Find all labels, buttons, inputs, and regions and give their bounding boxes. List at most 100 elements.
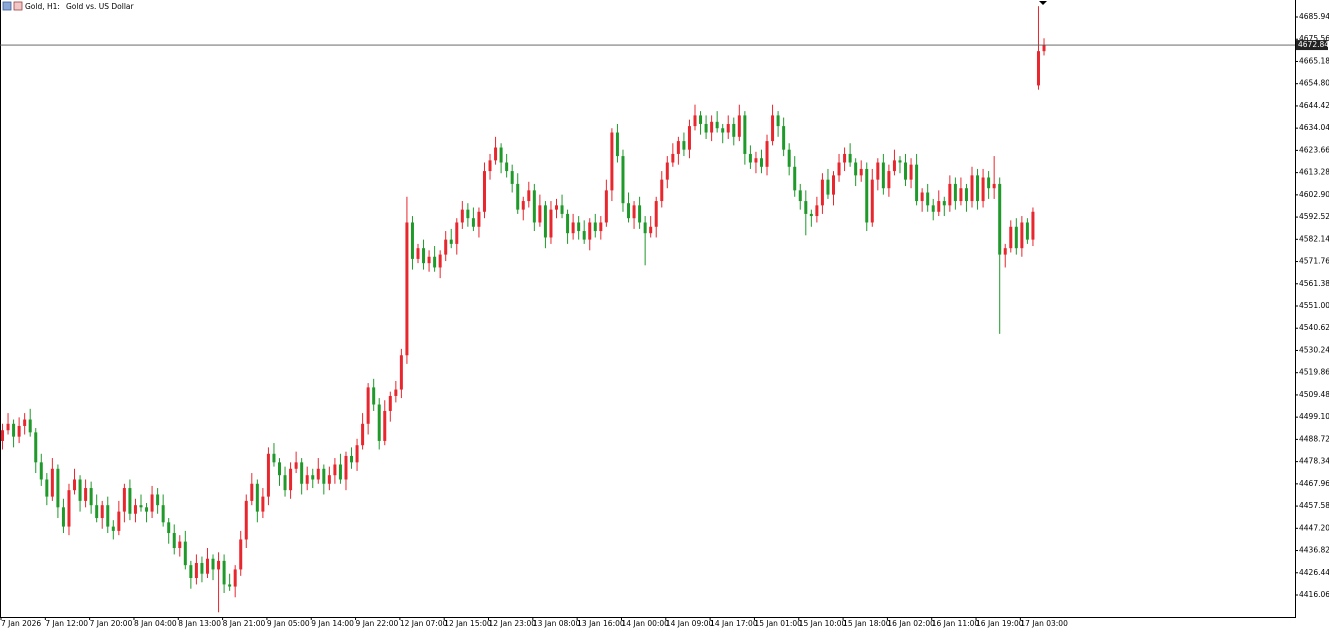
y-tick-label: 4509.48 [1299, 390, 1329, 399]
x-tick-label: 14 Jan 09:00 [666, 619, 714, 628]
candle-body [942, 201, 946, 206]
candle-body [444, 239, 448, 255]
candle-body [693, 115, 697, 127]
candle-body [599, 222, 603, 232]
candle-body [200, 563, 204, 574]
candle-body [122, 488, 126, 512]
candle-body [610, 132, 614, 191]
candle-body [876, 162, 880, 180]
candle-body [998, 183, 1002, 255]
candle-body [294, 462, 298, 469]
candle-body [981, 177, 985, 202]
y-tick-label: 4540.62 [1299, 323, 1329, 332]
candle-body [776, 115, 780, 127]
candle-body [931, 205, 935, 212]
candle-body [471, 218, 475, 227]
x-tick-label: 13 Jan 16:00 [577, 619, 625, 628]
candle-body [178, 541, 182, 549]
candle-body [255, 483, 259, 512]
price-box [1296, 40, 1328, 51]
candle-body [183, 541, 187, 566]
x-tick-label: 12 Jan 23:00 [489, 619, 537, 628]
candle-body [671, 153, 675, 163]
x-tick-label: 12 Jan 07:00 [400, 619, 448, 628]
y-tick-label: 4447.20 [1299, 523, 1329, 532]
candle-body [139, 505, 143, 508]
x-tick-label: 8 Jan 04:00 [134, 619, 177, 628]
candle-body [505, 162, 509, 172]
candle-body [615, 132, 619, 157]
candle-body [582, 231, 586, 240]
candle-body [1036, 51, 1040, 86]
candle-body [89, 488, 93, 506]
candle-body [632, 205, 636, 219]
candle-body [128, 488, 132, 514]
candle-body [898, 160, 902, 163]
icon-grid[interactable] [2, 1, 12, 11]
candle-body [665, 162, 669, 180]
candle-body [145, 507, 149, 512]
candle-body [771, 115, 775, 142]
candle-body [494, 147, 498, 161]
candle-body [278, 462, 281, 476]
candle-body [17, 425, 21, 437]
candle-body [410, 222, 414, 259]
candle-body [976, 175, 980, 202]
candle-body [843, 153, 847, 163]
icon-chart[interactable] [13, 1, 23, 11]
candle-body [150, 494, 154, 512]
candle-body [593, 222, 597, 232]
candle-body [654, 201, 658, 227]
candle-body [970, 175, 974, 202]
y-tick-label: 4665.18 [1299, 56, 1329, 65]
candle-body [394, 389, 398, 396]
y-tick-label: 4561.38 [1299, 279, 1329, 288]
candle-body [881, 162, 885, 189]
y-tick-label: 4685.94 [1299, 12, 1329, 21]
x-tick-label: 8 Jan 13:00 [178, 619, 221, 628]
candle-body [937, 201, 941, 212]
candle-body [715, 121, 719, 129]
candle-body [327, 475, 331, 484]
y-tick-label: 4582.14 [1299, 234, 1329, 243]
candle-body [172, 533, 176, 549]
candle-body [1003, 248, 1007, 255]
candle-body [687, 126, 691, 150]
candle-body [832, 175, 835, 195]
candle-body [516, 183, 520, 210]
candle-body [239, 539, 243, 570]
candle-body [416, 248, 420, 259]
y-tick-label: 4416.06 [1299, 590, 1329, 599]
candle-body [787, 149, 791, 167]
candle-body [56, 468, 60, 508]
candle-body [482, 171, 486, 212]
candle-body [78, 479, 82, 501]
candle-body [222, 560, 226, 585]
candle-body [854, 162, 858, 176]
y-tick-label: 4592.52 [1299, 212, 1329, 221]
x-tick-label: 14 Jan 00:00 [621, 619, 669, 628]
y-tick-label: 4654.80 [1299, 79, 1329, 88]
candle-body [721, 128, 725, 133]
candle-body [1025, 222, 1029, 240]
candle-body [798, 190, 802, 202]
candle-body [338, 464, 342, 480]
y-tick-label: 4519.86 [1299, 368, 1329, 377]
candle-body [892, 160, 896, 172]
y-tick-label: 4623.66 [1299, 145, 1329, 154]
candle-body [233, 569, 237, 587]
x-tick-label: 13 Jan 08:00 [533, 619, 581, 628]
candle-body [577, 222, 581, 232]
candle-body [100, 505, 104, 519]
candle-body [865, 168, 869, 223]
candle-body [649, 226, 653, 234]
candle-body [1009, 226, 1013, 249]
candle-body [682, 141, 686, 150]
x-tick-label: 9 Jan 22:00 [356, 619, 399, 628]
x-tick-label: 9 Jan 05:00 [267, 619, 310, 628]
candle-body [350, 455, 354, 463]
candle-body [953, 183, 957, 202]
candle-body [926, 192, 930, 206]
candle-body [250, 483, 254, 501]
